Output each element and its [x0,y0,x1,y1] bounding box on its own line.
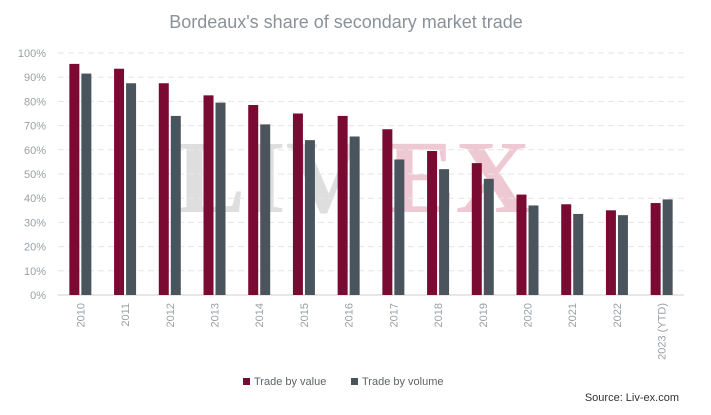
x-tick-label: 2020 [523,303,535,327]
bar-trade-by-volume-2022 [617,215,628,295]
bar-trade-by-volume-2010 [81,73,92,295]
watermark-ex: EX [386,120,530,235]
bar-trade-by-volume-2020 [528,205,539,295]
y-tick-label: 0% [30,290,46,302]
legend: Trade by value Trade by volume [243,376,444,388]
y-tick-label: 100% [18,48,46,60]
x-tick-label: 2023 (YTD) [657,303,669,360]
legend-label-trade-by-volume: Trade by volume [362,376,444,388]
y-axis: 0% 10% 20% 30% 40% 50% 60% 70% 80% 90% 100% [18,48,46,302]
x-tick-label: 2014 [254,303,266,327]
bar-trade-by-volume-2015 [304,140,315,295]
y-tick-label: 70% [24,121,46,133]
y-tick-label: 60% [24,145,46,157]
x-tick-label: 2012 [165,303,177,327]
bar-trade-by-volume-2019 [483,178,494,295]
bar-trade-by-value-2021 [561,204,572,295]
y-tick-label: 50% [24,169,46,181]
x-tick-label: 2015 [299,303,311,327]
bar-trade-by-value-2018 [427,151,438,295]
y-tick-label: 20% [24,242,46,254]
bar-trade-by-volume-2012 [170,115,181,295]
legend-swatch-trade-by-volume [351,378,358,385]
x-tick-label: 2019 [478,303,490,327]
bar-trade-by-value-2014 [248,105,259,295]
bar-trade-by-value-2010 [69,63,80,295]
bars [69,63,673,295]
source-note: Source: Liv-ex.com [585,392,679,404]
x-tick-label: 2011 [120,303,132,327]
legend-label-trade-by-value: Trade by value [254,376,326,388]
x-tick-label: 2017 [388,303,400,327]
bar-trade-by-value-2022 [605,210,616,295]
chart-title: Bordeaux's share of secondary market tra… [169,12,523,32]
y-tick-label: 40% [24,193,46,205]
x-tick-label: 2018 [433,303,445,327]
bar-trade-by-value-2019 [471,163,482,295]
legend-swatch-trade-by-value [243,378,250,385]
y-tick-label: 90% [24,72,46,84]
y-tick-label: 80% [24,96,46,108]
bar-trade-by-value-2013 [203,95,214,295]
bar-trade-by-value-2017 [382,129,393,295]
bar-trade-by-value-2023-YTD- [650,203,661,295]
bar-trade-by-volume-2011 [126,83,137,295]
bar-trade-by-value-2020 [516,194,527,295]
bar-trade-by-volume-2013 [215,102,226,295]
bar-trade-by-volume-2023-YTD- [662,199,673,295]
x-tick-label: 2016 [344,303,356,327]
bar-trade-by-value-2011 [114,68,125,295]
x-tick-label: 2013 [210,303,222,327]
x-axis: 2010 2011 2012 2013 2014 2015 2016 2017 2018 2019… [75,303,668,360]
x-tick-label: 2021 [567,303,579,327]
bar-trade-by-volume-2017 [394,159,405,295]
x-tick-label: 2022 [612,303,624,327]
y-tick-label: 10% [24,266,46,278]
bar-trade-by-volume-2016 [349,136,360,295]
y-tick-label: 30% [24,217,46,229]
x-tick-label: 2010 [75,303,87,327]
bar-trade-by-volume-2021 [573,213,584,295]
bar-trade-by-value-2016 [337,115,348,295]
bar-trade-by-value-2015 [292,113,303,295]
bar-trade-by-value-2012 [158,83,169,295]
gridlines [58,52,684,296]
bar-trade-by-volume-2018 [439,169,450,295]
bar-trade-by-volume-2014 [260,124,271,295]
